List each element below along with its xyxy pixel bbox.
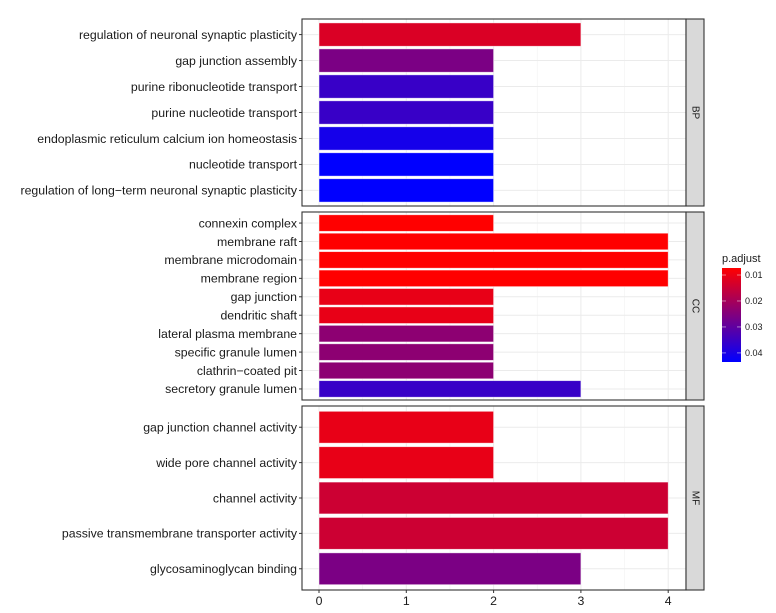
color-legend: p.adjust 0.01 0.02 0.03 0.04 <box>722 253 763 362</box>
bar <box>318 288 495 306</box>
category-label: lateral plasma membrane <box>158 327 297 341</box>
category-label: nucleotide transport <box>189 158 298 172</box>
category-label: purine nucleotide transport <box>151 106 297 120</box>
category-label: membrane microdomain <box>164 253 297 267</box>
colorbar-label: 0.03 <box>745 322 763 332</box>
colorbar-label: 0.02 <box>745 296 763 306</box>
bar <box>318 232 669 251</box>
category-label: dendritic shaft <box>220 309 297 323</box>
x-tick-label: 2 <box>490 594 497 608</box>
category-label: gap junction assembly <box>175 54 298 68</box>
facet-strip <box>685 18 705 207</box>
x-tick-label: 3 <box>577 594 584 608</box>
category-label: membrane raft <box>217 235 298 249</box>
bar <box>318 22 582 47</box>
category-label: wide pore channel activity <box>155 456 298 470</box>
category-label: membrane region <box>201 272 298 286</box>
bar <box>318 126 495 151</box>
category-label: gap junction channel activity <box>143 421 298 435</box>
colorbar-label: 0.01 <box>745 270 763 280</box>
category-label: purine ribonucleotide transport <box>131 80 298 94</box>
bar <box>318 517 669 550</box>
category-label: endoplasmic reticulum calcium ion homeos… <box>37 132 297 146</box>
category-label: specific granule lumen <box>175 345 298 359</box>
facet-strip-label: CC <box>690 299 701 313</box>
bar <box>318 380 582 398</box>
facet-bp: regulation of neuronal synaptic plastici… <box>21 18 705 207</box>
bar <box>318 269 669 288</box>
bar <box>318 481 669 515</box>
category-label: connexin complex <box>199 216 298 230</box>
category-label: secretory granule lumen <box>165 382 297 396</box>
bar <box>318 251 669 269</box>
facet-strip-label: BP <box>690 106 701 120</box>
category-label: clathrin−coated pit <box>197 364 298 378</box>
category-label: passive transmembrane transporter activi… <box>62 527 298 541</box>
x-tick-label: 0 <box>316 594 323 608</box>
facet-panels: regulation of neuronal synaptic plastici… <box>21 18 705 591</box>
bar <box>318 361 495 380</box>
bar <box>318 343 495 361</box>
colorbar <box>722 268 741 362</box>
bar <box>318 214 495 232</box>
facet-strip-label: MF <box>690 491 701 505</box>
category-label: regulation of neuronal synaptic plastici… <box>79 28 298 42</box>
category-label: channel activity <box>213 491 298 505</box>
x-tick-label: 1 <box>403 594 410 608</box>
category-label: glycosaminoglycan binding <box>150 562 297 576</box>
facet-mf: gap junction channel activity wide pore c… <box>62 405 705 591</box>
facet-strip <box>685 211 705 401</box>
bar <box>318 552 582 586</box>
legend-title: p.adjust <box>722 253 761 265</box>
x-tick-label: 4 <box>665 594 672 608</box>
bar <box>318 152 495 177</box>
bar <box>318 324 495 343</box>
category-label: regulation of long−term neuronal synapti… <box>21 184 298 198</box>
x-axis: 0 1 2 3 4 <box>316 590 672 608</box>
bar <box>318 306 495 324</box>
bar <box>318 74 495 99</box>
facet-cc: connexin complex membrane raft membrane mi… <box>158 211 705 401</box>
bar <box>318 100 495 125</box>
facet-strip <box>685 405 705 591</box>
category-label: gap junction <box>231 290 297 304</box>
bar <box>318 446 495 479</box>
bar <box>318 48 495 73</box>
bar <box>318 178 495 203</box>
colorbar-label: 0.04 <box>745 348 763 358</box>
bar <box>318 410 495 444</box>
